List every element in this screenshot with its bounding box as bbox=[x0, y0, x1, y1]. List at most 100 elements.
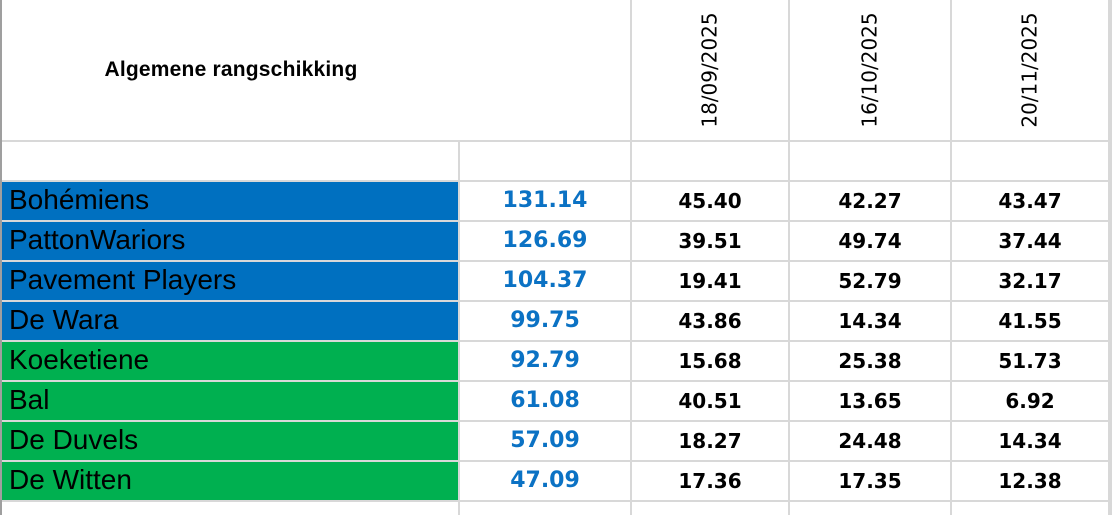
team-score-value: 49.74 bbox=[838, 229, 902, 253]
team-name: Bohémiens bbox=[9, 184, 150, 215]
spacer-cell[interactable] bbox=[632, 142, 790, 180]
team-score-cell[interactable]: 52.79 bbox=[790, 262, 952, 300]
team-name: De Wara bbox=[9, 304, 119, 335]
date-header-cell-3[interactable]: 20/11/2025 bbox=[952, 0, 1110, 140]
team-score-cell[interactable]: 14.34 bbox=[952, 422, 1110, 460]
team-name: Koeketiene bbox=[9, 344, 150, 375]
team-total-cell[interactable]: 104.37 bbox=[460, 262, 632, 300]
team-total-value: 131.14 bbox=[502, 188, 588, 213]
team-total-value: 104.37 bbox=[502, 268, 588, 293]
spacer-cell[interactable] bbox=[952, 142, 1110, 180]
date-header-label-3: 20/11/2025 bbox=[1018, 12, 1042, 128]
team-score-value: 52.79 bbox=[838, 269, 902, 293]
bottom-empty-cell[interactable] bbox=[632, 502, 790, 515]
team-name-cell[interactable]: Pavement Players bbox=[2, 262, 460, 300]
team-score-cell[interactable]: 6.92 bbox=[952, 382, 1110, 420]
team-name: PattonWariors bbox=[9, 224, 186, 255]
team-score-value: 15.68 bbox=[678, 349, 742, 373]
team-name: De Witten bbox=[9, 464, 132, 495]
team-score-cell[interactable]: 15.68 bbox=[632, 342, 790, 380]
ranking-title: Algemene rangschikking bbox=[104, 58, 358, 81]
team-total-value: 92.79 bbox=[510, 348, 580, 373]
team-name-cell[interactable]: De Witten bbox=[2, 462, 460, 500]
team-score-value: 18.27 bbox=[678, 429, 742, 453]
team-score-value: 25.38 bbox=[838, 349, 902, 373]
team-name-cell[interactable]: De Duvels bbox=[2, 422, 460, 460]
team-score-cell[interactable]: 17.35 bbox=[790, 462, 952, 500]
team-score-cell[interactable]: 45.40 bbox=[632, 182, 790, 220]
team-score-value: 41.55 bbox=[998, 309, 1062, 333]
team-total-value: 57.09 bbox=[510, 428, 580, 453]
team-total-cell[interactable]: 92.79 bbox=[460, 342, 632, 380]
team-name-cell[interactable]: PattonWariors bbox=[2, 222, 460, 260]
team-score-cell[interactable]: 42.27 bbox=[790, 182, 952, 220]
team-total-value: 99.75 bbox=[510, 308, 580, 333]
team-name-cell[interactable]: Bal bbox=[2, 382, 460, 420]
team-score-cell[interactable]: 41.55 bbox=[952, 302, 1110, 340]
team-name-cell[interactable]: De Wara bbox=[2, 302, 460, 340]
spacer-cell[interactable] bbox=[790, 142, 952, 180]
team-score-value: 14.34 bbox=[998, 429, 1062, 453]
team-total-value: 61.08 bbox=[510, 388, 580, 413]
team-score-cell[interactable]: 25.38 bbox=[790, 342, 952, 380]
date-header-cell-1[interactable]: 18/09/2025 bbox=[632, 0, 790, 140]
team-score-cell[interactable]: 19.41 bbox=[632, 262, 790, 300]
team-total-cell[interactable]: 126.69 bbox=[460, 222, 632, 260]
team-score-cell[interactable]: 13.65 bbox=[790, 382, 952, 420]
team-score-cell[interactable]: 43.47 bbox=[952, 182, 1110, 220]
team-total-cell[interactable]: 47.09 bbox=[460, 462, 632, 500]
team-score-value: 51.73 bbox=[998, 349, 1062, 373]
team-score-value: 32.17 bbox=[998, 269, 1062, 293]
bottom-empty-cell[interactable] bbox=[790, 502, 952, 515]
team-score-cell[interactable]: 12.38 bbox=[952, 462, 1110, 500]
team-name: Bal bbox=[9, 384, 50, 415]
team-score-cell[interactable]: 14.34 bbox=[790, 302, 952, 340]
bottom-empty-cell[interactable] bbox=[952, 502, 1110, 515]
team-name-cell[interactable]: Koeketiene bbox=[2, 342, 460, 380]
team-score-value: 43.86 bbox=[678, 309, 742, 333]
team-score-value: 37.44 bbox=[998, 229, 1062, 253]
team-score-value: 17.36 bbox=[678, 469, 742, 493]
team-score-value: 45.40 bbox=[678, 189, 742, 213]
spacer-cell[interactable] bbox=[460, 142, 632, 180]
team-score-cell[interactable]: 17.36 bbox=[632, 462, 790, 500]
team-score-cell[interactable]: 43.86 bbox=[632, 302, 790, 340]
team-score-cell[interactable]: 32.17 bbox=[952, 262, 1110, 300]
team-name-cell[interactable]: Bohémiens bbox=[2, 182, 460, 220]
team-total-cell[interactable]: 57.09 bbox=[460, 422, 632, 460]
team-total-cell[interactable]: 61.08 bbox=[460, 382, 632, 420]
ranking-title-cell[interactable]: Algemene rangschikking bbox=[2, 0, 632, 140]
team-score-cell[interactable]: 49.74 bbox=[790, 222, 952, 260]
team-score-value: 42.27 bbox=[838, 189, 902, 213]
date-header-cell-2[interactable]: 16/10/2025 bbox=[790, 0, 952, 140]
team-score-cell[interactable]: 37.44 bbox=[952, 222, 1110, 260]
team-total-cell[interactable]: 131.14 bbox=[460, 182, 632, 220]
team-score-value: 24.48 bbox=[838, 429, 902, 453]
team-score-cell[interactable]: 51.73 bbox=[952, 342, 1110, 380]
date-header-label-1: 18/09/2025 bbox=[698, 12, 722, 128]
team-score-value: 6.92 bbox=[1005, 389, 1055, 413]
team-total-value: 126.69 bbox=[502, 228, 588, 253]
bottom-empty-cell[interactable] bbox=[2, 502, 460, 515]
date-header-label-2: 16/10/2025 bbox=[858, 12, 882, 128]
team-total-cell[interactable]: 99.75 bbox=[460, 302, 632, 340]
team-score-cell[interactable]: 39.51 bbox=[632, 222, 790, 260]
team-score-value: 40.51 bbox=[678, 389, 742, 413]
team-total-value: 47.09 bbox=[510, 468, 580, 493]
team-name: De Duvels bbox=[9, 424, 139, 455]
spacer-cell[interactable] bbox=[2, 142, 460, 180]
team-score-cell[interactable]: 24.48 bbox=[790, 422, 952, 460]
team-score-value: 12.38 bbox=[998, 469, 1062, 493]
ranking-title-inner: Algemene rangschikking bbox=[2, 0, 460, 140]
team-score-value: 19.41 bbox=[678, 269, 742, 293]
team-score-value: 14.34 bbox=[838, 309, 902, 333]
team-score-value: 13.65 bbox=[838, 389, 902, 413]
team-score-value: 39.51 bbox=[678, 229, 742, 253]
team-score-value: 17.35 bbox=[838, 469, 902, 493]
team-name: Pavement Players bbox=[9, 264, 237, 295]
team-score-cell[interactable]: 40.51 bbox=[632, 382, 790, 420]
bottom-empty-cell[interactable] bbox=[460, 502, 632, 515]
team-score-cell[interactable]: 18.27 bbox=[632, 422, 790, 460]
